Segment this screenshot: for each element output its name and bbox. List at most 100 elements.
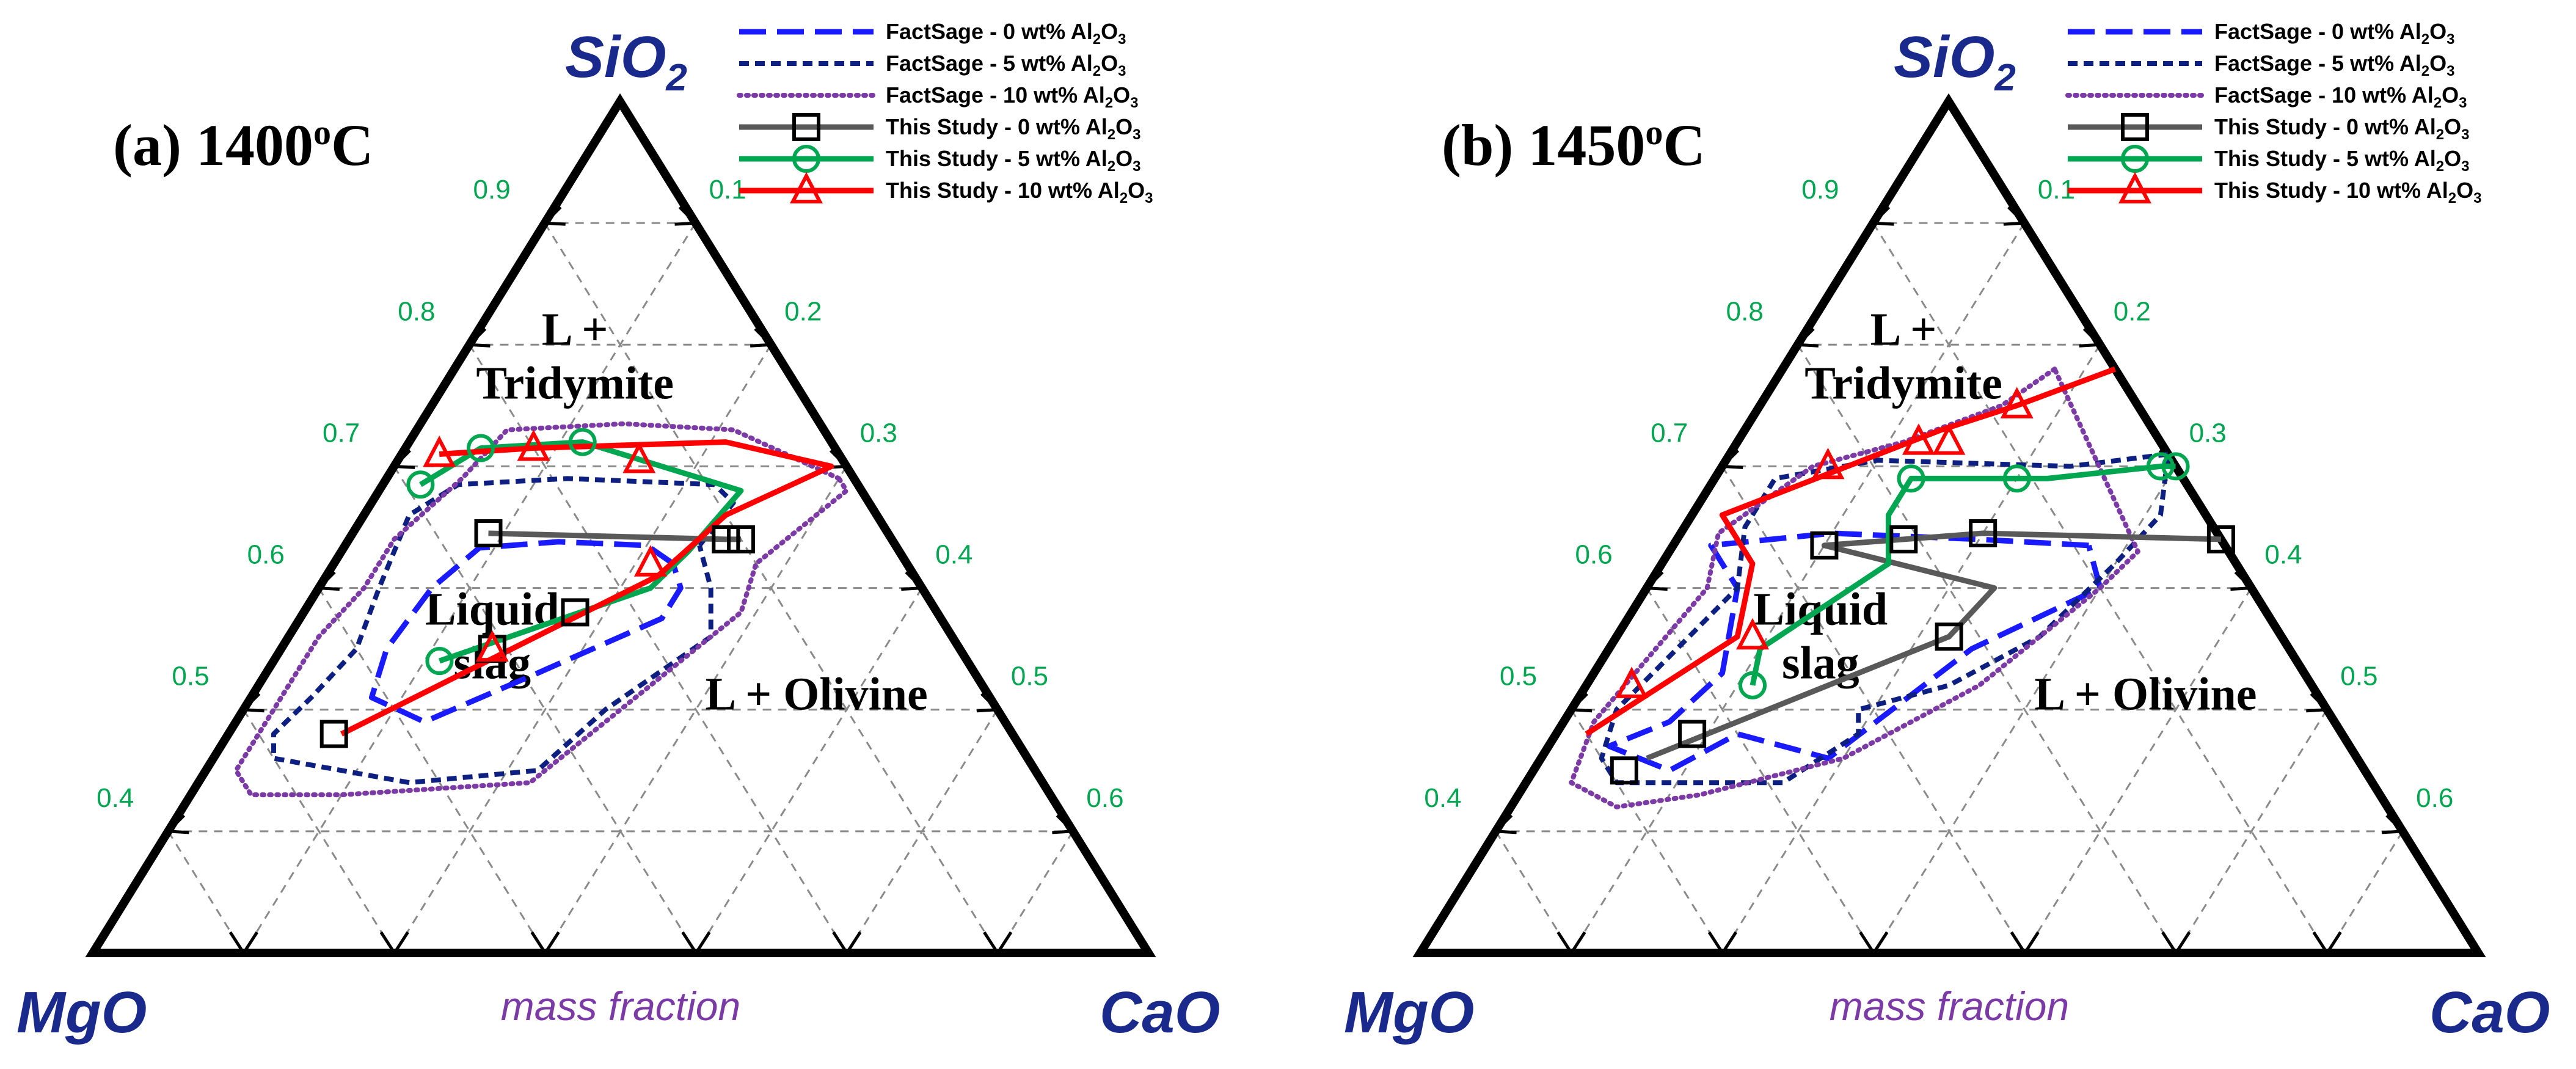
grid-lines	[1495, 222, 2404, 954]
left-tick-label: 0.5	[1500, 662, 1537, 691]
grid-line	[1873, 465, 2176, 954]
legend-mid: O	[1115, 146, 1133, 171]
legend-sub: 2	[2421, 63, 2429, 79]
data-marker-triangle	[633, 545, 667, 577]
data-marker-triangle	[1902, 423, 1935, 455]
legend-sub: 2	[2436, 158, 2444, 175]
legend-sub: 3	[1133, 126, 1140, 143]
legend-label: FactSage - 5 wt% Al2O3	[2214, 51, 2454, 79]
data-marker-triangle	[1615, 666, 1649, 698]
legend-sub: 2	[1120, 190, 1128, 206]
data-marker-square	[474, 519, 503, 547]
tick-mark	[750, 327, 775, 348]
tick-mark	[2306, 692, 2330, 713]
legend-sub: 3	[2461, 126, 2469, 143]
grid-line	[318, 587, 546, 954]
region-label-line: L + Olivine	[2034, 669, 2257, 720]
vertex-label-cao: CaO	[2429, 980, 2550, 1045]
legend-mid: O	[1115, 114, 1133, 139]
tick-mark	[1859, 931, 1889, 956]
tick-mark	[1643, 571, 1668, 591]
legend-label: FactSage - 5 wt% Al2O3	[886, 51, 1126, 79]
series-line	[1646, 530, 2222, 761]
legend-sub: 2	[2436, 126, 2444, 143]
region-label-line: L +	[1870, 304, 1937, 355]
data-marker-square	[712, 525, 740, 553]
panel-title-unit: C	[331, 112, 373, 178]
right-tick-label: 0.6	[2416, 783, 2453, 813]
left-tick-label: 0.6	[1575, 540, 1613, 570]
data-marker-square	[1969, 519, 1998, 547]
data-marker-triangle	[2000, 387, 2034, 418]
series-line	[233, 421, 849, 798]
grid-line	[243, 709, 395, 954]
right-tick-label: 0.2	[2114, 296, 2151, 326]
grid-line	[1721, 465, 2026, 954]
legend-sub: 3	[1118, 63, 1126, 79]
data-marker-square	[319, 720, 348, 748]
right-tick-label: 0.2	[784, 296, 822, 326]
tick-mark	[465, 327, 491, 348]
legend-sub: 3	[1118, 31, 1126, 48]
data-marker-triangle	[517, 429, 550, 461]
legend-sub: 2	[2448, 190, 2456, 206]
ternary-triangle	[1412, 93, 2486, 957]
vertex-label-sio2: SiO2	[565, 24, 687, 99]
data-marker-circle	[568, 428, 597, 456]
tick-mark	[2010, 931, 2040, 956]
tick-mark	[541, 206, 566, 226]
data-marker-square	[1889, 525, 1918, 553]
legend-sub: 3	[2473, 190, 2481, 206]
left-tick-label: 0.9	[473, 175, 511, 205]
tick-mark	[901, 571, 925, 591]
ternary-triangle	[85, 93, 1156, 957]
grid-line	[1570, 709, 1724, 954]
legend-sub: 2	[1105, 95, 1113, 111]
left-tick-label: 0.4	[97, 783, 134, 813]
legend-mid: O	[2429, 19, 2446, 44]
data-marker-circle	[425, 647, 454, 676]
left-tick-label: 0.8	[398, 296, 435, 326]
data-marker-circle	[467, 434, 495, 462]
tick-mark	[1492, 814, 1517, 834]
legend-mid: O	[2444, 114, 2461, 139]
data-marker-square	[1810, 531, 1839, 560]
vertex-label-mgo: MgO	[16, 980, 147, 1045]
legend-marker-square	[2121, 113, 2149, 141]
region-label-line: slag	[1782, 637, 1859, 688]
legend-sub: 3	[2446, 63, 2454, 79]
legend-sub: 2	[2421, 31, 2429, 48]
grid-line	[544, 465, 847, 954]
data-marker-circle	[2161, 452, 2190, 481]
legend-mid: O	[1113, 82, 1130, 108]
unit-label: mass fraction	[501, 983, 740, 1029]
tick-mark	[1718, 449, 1743, 469]
unit-label: mass fraction	[1830, 983, 2069, 1029]
tick-mark	[2161, 931, 2191, 956]
tick-mark	[239, 692, 265, 713]
data-marker-triangle	[423, 436, 456, 467]
legend-sub: 3	[1130, 95, 1138, 111]
legend-label: This Study - 0 wt% Al2O3	[886, 114, 1140, 143]
data-marker-square	[1935, 622, 1963, 651]
legend-label: This Study - 5 wt% Al2O3	[2214, 146, 2469, 175]
tick-mark	[1707, 931, 1737, 956]
legend-sub: 3	[2459, 95, 2467, 111]
tick-mark	[379, 931, 409, 956]
legend-sub: 3	[1133, 158, 1140, 175]
data-marker-square	[1610, 756, 1638, 785]
grid-lines	[167, 222, 1074, 954]
data-marker-square	[727, 525, 755, 553]
legend-mid: O	[2442, 82, 2459, 108]
grid-line	[846, 709, 999, 954]
series-line	[1585, 366, 2117, 737]
panel-title-sup: o	[313, 112, 331, 152]
tick-mark	[2381, 814, 2406, 834]
tick-mark	[1556, 931, 1586, 956]
legend-label: FactSage - 0 wt% Al2O3	[886, 19, 1126, 48]
region-label-tridymite: L + Tridymite	[1804, 304, 2002, 409]
left-tick-label: 0.5	[172, 662, 209, 691]
legend-mid: O	[1128, 178, 1145, 203]
data-marker-circle	[2146, 452, 2175, 481]
grid-line	[1797, 344, 2177, 954]
